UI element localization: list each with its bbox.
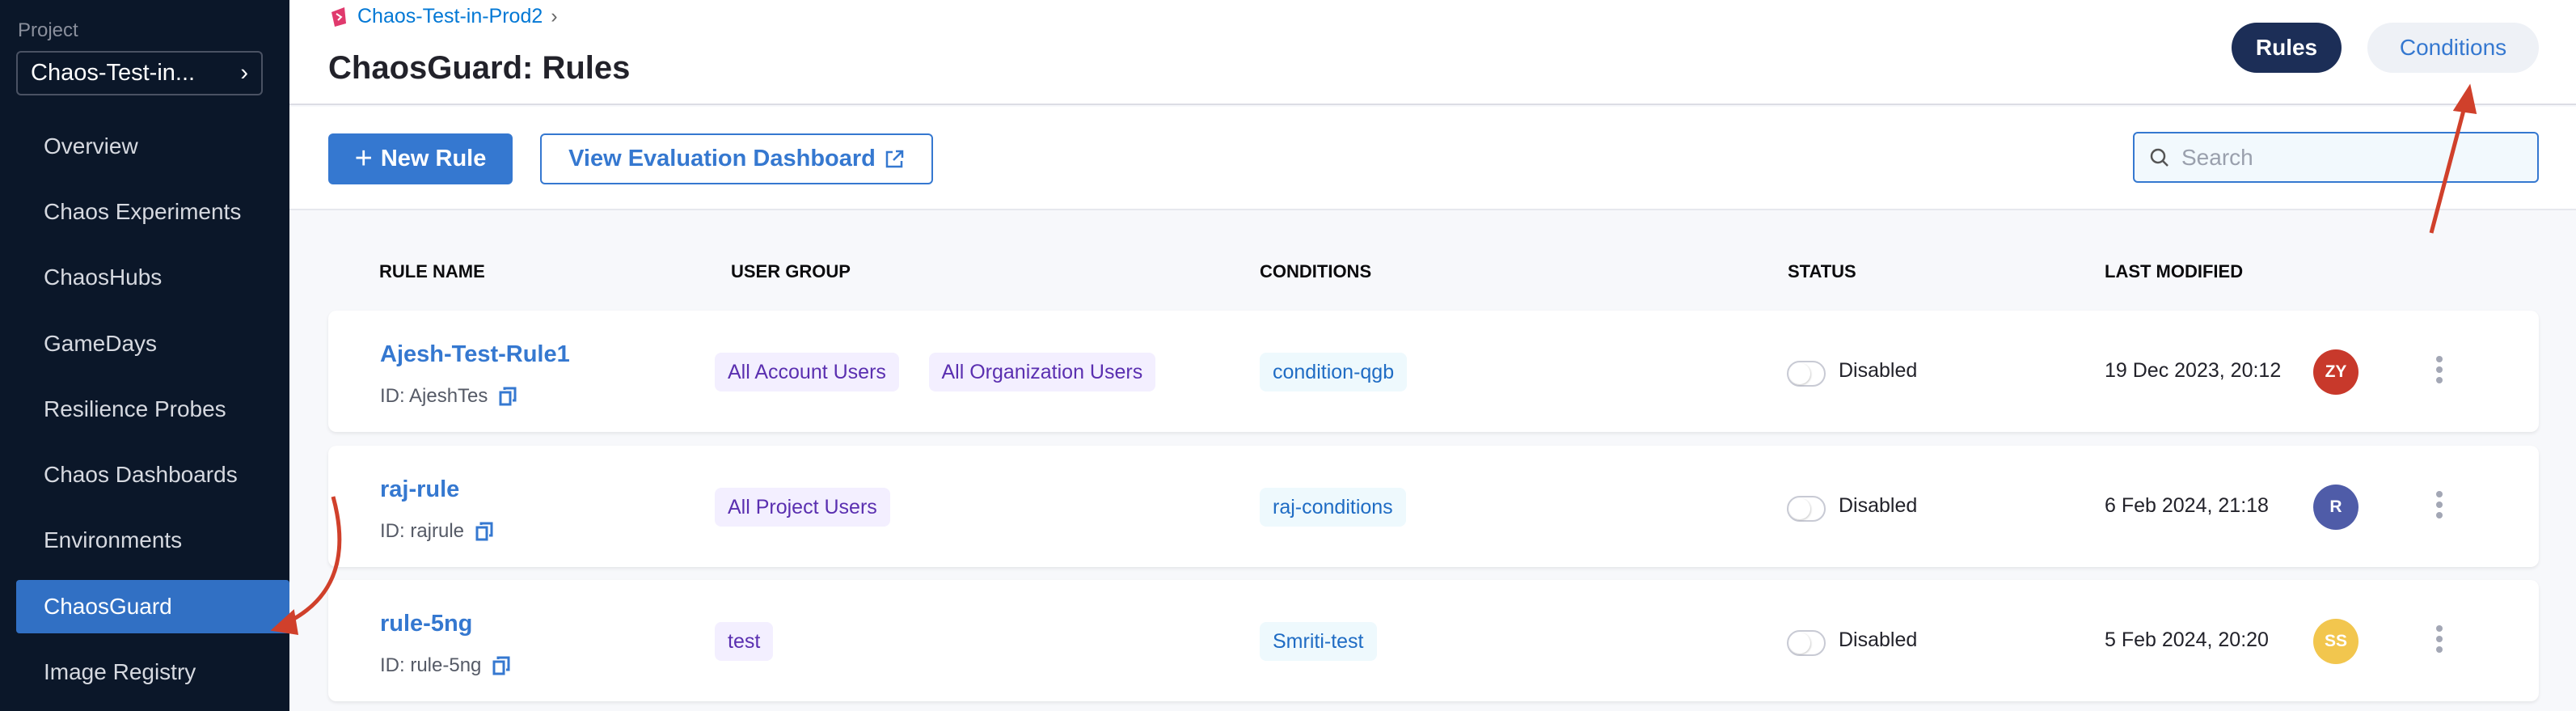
project-name: Chaos-Test-in... [31, 60, 196, 86]
search-field[interactable] [2133, 132, 2539, 183]
column-header-conditions: CONDITIONS [1260, 261, 1372, 281]
sidebar-item-overview[interactable]: Overview [44, 133, 138, 159]
view-dashboard-label: View Evaluation Dashboard [568, 146, 876, 171]
status-text: Disabled [1839, 494, 1918, 517]
breadcrumb-project[interactable]: Chaos-Test-in-Prod2 [357, 5, 543, 28]
rule-name-link[interactable]: raj-rule [380, 476, 460, 502]
table-row[interactable]: rule-5ng ID: rule-5ng test Smriti-test D… [328, 580, 2539, 701]
last-modified: 5 Feb 2024, 20:20 [2105, 628, 2269, 651]
breadcrumb[interactable]: Chaos-Test-in-Prod2 › [328, 5, 558, 28]
column-header-rule-name: RULE NAME [379, 261, 485, 281]
rule-id: ID: rajrule [380, 520, 493, 543]
column-header-user-group: USER GROUP [731, 261, 851, 281]
toolbar: + New Rule View Evaluation Dashboard [289, 107, 2576, 210]
search-icon [2150, 148, 2168, 167]
rule-id-text: ID: rule-5ng [380, 654, 482, 676]
sidebar-item-resilience-probes[interactable]: Resilience Probes [44, 396, 226, 421]
tab-rules[interactable]: Rules [2232, 23, 2342, 73]
avatar: ZY [2313, 349, 2359, 395]
project-label: Project [18, 19, 78, 41]
avatar: R [2313, 485, 2359, 530]
page-header: Chaos-Test-in-Prod2 › ChaosGuard: Rules … [289, 0, 2576, 105]
sidebar-item-gamedays[interactable]: GameDays [44, 331, 158, 356]
status-toggle[interactable] [1787, 361, 1826, 387]
external-link-icon [885, 150, 904, 167]
last-modified: 6 Feb 2024, 21:18 [2105, 494, 2269, 517]
view-evaluation-dashboard-button[interactable]: View Evaluation Dashboard [540, 133, 933, 184]
rule-id-text: ID: AjeshTes [380, 385, 488, 407]
new-rule-button[interactable]: + New Rule [328, 133, 513, 184]
more-options-icon[interactable] [2435, 356, 2444, 388]
sidebar-item-chaosguard[interactable]: ChaosGuard [16, 580, 289, 633]
chaos-project-icon [332, 6, 346, 27]
copy-icon[interactable] [492, 656, 510, 675]
sidebar: Project Chaos-Test-in... › Overview Chao… [0, 0, 289, 711]
last-modified: 19 Dec 2023, 20:12 [2105, 359, 2282, 382]
table-row[interactable]: Ajesh-Test-Rule1 ID: AjeshTes All Accoun… [328, 311, 2539, 432]
more-options-icon[interactable] [2435, 491, 2444, 523]
page-title: ChaosGuard: Rules [328, 50, 631, 86]
rule-name-link[interactable]: rule-5ng [380, 611, 473, 637]
user-group-tag: All Organization Users [928, 353, 1156, 391]
rule-id-text: ID: rajrule [380, 520, 465, 542]
plus-icon: + [354, 142, 373, 176]
user-group-tag: All Project Users [715, 488, 890, 527]
tab-conditions[interactable]: Conditions [2367, 23, 2539, 73]
column-header-status: STATUS [1788, 261, 1856, 281]
condition-tag[interactable]: Smriti-test [1260, 622, 1377, 661]
sidebar-item-chaoshubs[interactable]: ChaosHubs [44, 265, 163, 290]
user-group-tag: All Account Users [715, 353, 899, 391]
copy-icon[interactable] [499, 387, 517, 406]
project-selector[interactable]: Chaos-Test-in... › [16, 51, 263, 95]
status-text: Disabled [1839, 628, 1918, 651]
avatar: SS [2313, 619, 2359, 664]
more-options-icon[interactable] [2435, 625, 2444, 658]
rule-name-link[interactable]: Ajesh-Test-Rule1 [380, 341, 570, 367]
status-text: Disabled [1839, 359, 1918, 382]
user-group-tag: test [715, 622, 774, 661]
sidebar-item-chaos-experiments[interactable]: Chaos Experiments [44, 199, 242, 224]
condition-tag[interactable]: raj-conditions [1260, 488, 1406, 527]
sidebar-item-image-registry[interactable]: Image Registry [44, 659, 196, 684]
status-toggle[interactable] [1787, 630, 1826, 656]
new-rule-label: New Rule [380, 146, 487, 171]
table-row[interactable]: raj-rule ID: rajrule All Project Users r… [328, 446, 2539, 567]
condition-tag[interactable]: condition-qgb [1260, 353, 1408, 391]
rule-id: ID: AjeshTes [380, 385, 517, 408]
column-header-last-modified: LAST MODIFIED [2105, 261, 2244, 281]
status-toggle[interactable] [1787, 496, 1826, 522]
chevron-right-icon: › [240, 60, 248, 86]
copy-icon[interactable] [475, 522, 493, 541]
chevron-right-icon: › [551, 5, 558, 28]
rule-id: ID: rule-5ng [380, 654, 510, 677]
sidebar-item-chaos-dashboards[interactable]: Chaos Dashboards [44, 462, 238, 487]
sidebar-item-environments[interactable]: Environments [44, 527, 183, 552]
search-input[interactable] [2181, 144, 2521, 171]
